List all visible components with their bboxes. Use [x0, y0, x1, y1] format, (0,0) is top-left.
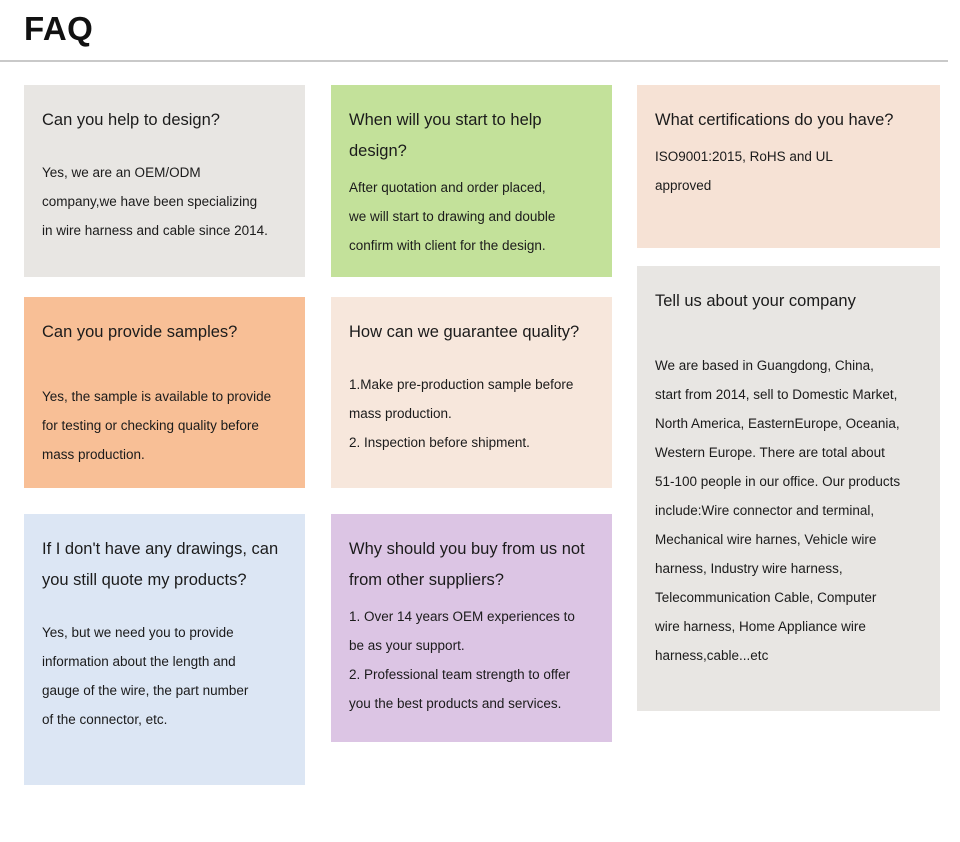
page-header: FAQ	[0, 0, 960, 62]
faq-card-when-start-help-design: When will you start to help design? Afte…	[331, 85, 612, 277]
faq-card-guarantee-quality: How can we guarantee quality? 1.Make pre…	[331, 297, 612, 488]
page-title: FAQ	[24, 10, 94, 47]
faq-answer: Yes, we are an OEM/ODM company,we have b…	[42, 165, 268, 238]
faq-answer: After quotation and order placed, we wil…	[349, 180, 556, 253]
faq-answer: 1. Over 14 years OEM experiences to be a…	[349, 609, 575, 711]
faq-answer: Yes, but we need you to provide informat…	[42, 625, 249, 727]
faq-question: How can we guarantee quality?	[349, 323, 580, 341]
header-divider	[0, 60, 948, 62]
faq-answer: 1.Make pre-production sample before mass…	[349, 377, 574, 450]
faq-answer: Yes, the sample is available to provide …	[42, 389, 272, 462]
faq-card-why-buy-from-us: Why should you buy from us not from othe…	[331, 514, 612, 742]
faq-question: What certifications do you have?	[655, 111, 894, 129]
faq-question: Can you help to design?	[42, 111, 220, 129]
faq-card-about-your-company: Tell us about your company We are based …	[637, 266, 940, 711]
faq-question: Why should you buy from us not from othe…	[349, 540, 585, 589]
faq-card-certifications: What certifications do you have? ISO9001…	[637, 85, 940, 248]
faq-card-help-to-design: Can you help to design? Yes, we are an O…	[24, 85, 305, 277]
faq-card-provide-samples: Can you provide samples? Yes, the sample…	[24, 297, 305, 488]
faq-question: If I don't have any drawings, can you st…	[42, 540, 279, 589]
faq-answer: ISO9001:2015, RoHS and UL approved	[655, 149, 833, 193]
faq-answer: We are based in Guangdong, China, start …	[655, 358, 901, 663]
faq-question: Can you provide samples?	[42, 323, 238, 341]
faq-question: Tell us about your company	[655, 292, 856, 310]
faq-question: When will you start to help design?	[349, 111, 542, 160]
faq-card-no-drawings-quote: If I don't have any drawings, can you st…	[24, 514, 305, 785]
